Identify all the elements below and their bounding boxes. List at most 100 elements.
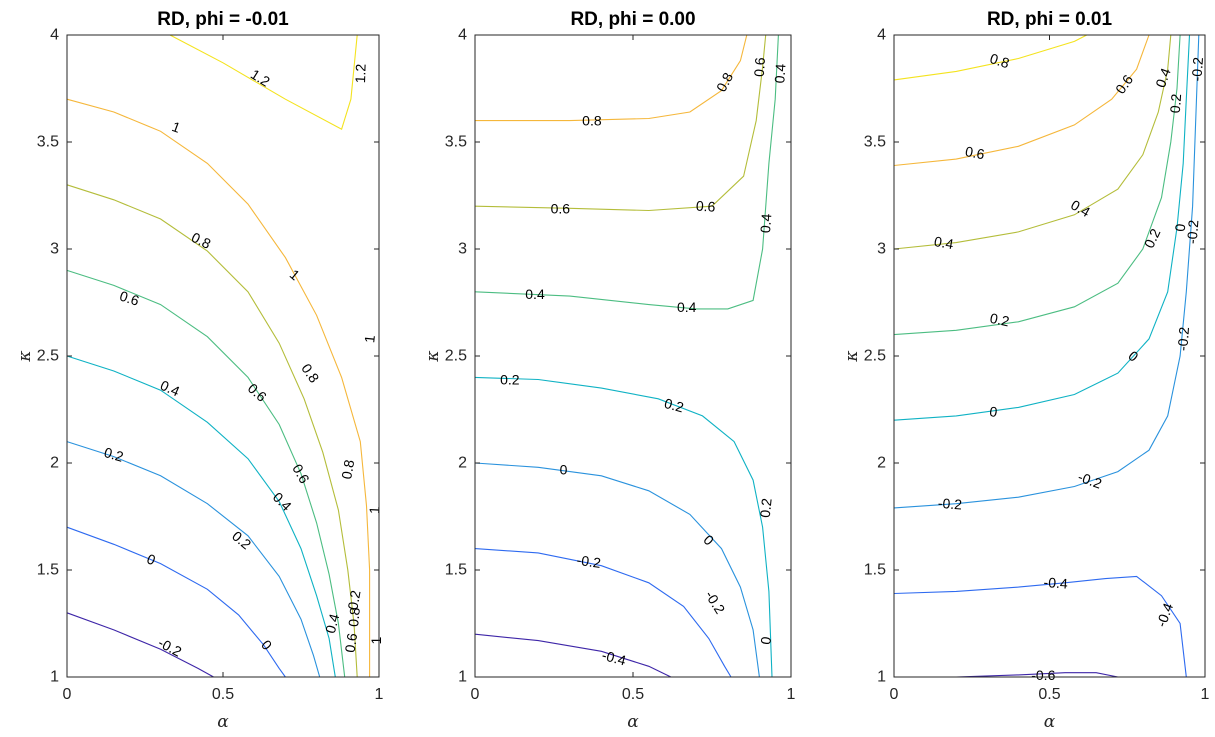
contour-label: 0.2: [663, 395, 686, 416]
contour-label: 0: [989, 403, 999, 420]
contour-label: 0.6: [695, 198, 716, 215]
contour-label: 0: [258, 637, 275, 653]
x-tick-label: 1: [787, 686, 796, 703]
contour-label: 0.6: [964, 143, 986, 162]
contour-panel-2: 0.80.80.6 0.40.6 0.60.40.40.40.20.20.2000-…: [423, 9, 796, 732]
contour-line-0.2: [893, 34, 1181, 336]
contour-label: 1: [366, 506, 382, 515]
contour-label: 0.4: [757, 213, 774, 234]
contour-label: 0: [1172, 223, 1189, 232]
contour-line--0.2: [66, 612, 214, 678]
contour-label: 0.6: [245, 380, 270, 405]
y-axis-label: κ: [15, 350, 35, 362]
contour-panel-3: 0.80.6 0.40.2-0.20.60.40.2 0-0.20.40.20-0.…: [842, 9, 1210, 732]
contour-line-0: [66, 526, 286, 678]
contour-label: 0.4: [677, 299, 697, 315]
panel-title: RD, phi = 0.01: [987, 9, 1113, 30]
y-tick-label: 3: [877, 241, 886, 258]
x-axis-label: α: [627, 712, 639, 732]
y-tick-label: 3: [458, 241, 467, 258]
y-tick-label: 4: [458, 27, 467, 44]
y-tick-label: 4: [50, 27, 59, 44]
contour-label: 0.2: [989, 310, 1012, 330]
y-axis-label: κ: [842, 350, 862, 362]
contour-line-0.8: [66, 184, 358, 678]
contour-line-0.2: [474, 376, 773, 678]
contour-label: 0.6: [118, 288, 142, 309]
contour-label: 1: [170, 118, 183, 136]
panel-title: RD, phi = -0.01: [157, 9, 289, 30]
contour-label: 0.2: [500, 372, 520, 388]
contour-line-0.8: [475, 34, 748, 122]
y-tick-label: 1: [877, 669, 886, 686]
contour-label: -0.4: [1043, 574, 1068, 592]
contour-line-0.4: [474, 34, 779, 310]
panel-title: RD, phi = 0.00: [570, 9, 695, 30]
y-tick-label: 2.5: [37, 348, 59, 365]
contour-label: 0.2: [102, 444, 125, 465]
axes-box: [66, 34, 380, 678]
contour-line-0.4: [893, 34, 1172, 250]
contour-label: 0.8: [582, 113, 602, 129]
contour-label: -0.2: [1076, 468, 1104, 491]
contour-line-1.2: [169, 34, 358, 130]
contour-label: 0.4: [1068, 197, 1093, 221]
contour-label: 0: [757, 635, 774, 645]
contour-label: 0.2: [1141, 226, 1164, 251]
contour-label: 0.6: [751, 57, 768, 78]
x-axis-label: α: [217, 712, 229, 732]
axes-box: [474, 34, 792, 678]
y-tick-label: 2: [50, 455, 59, 472]
x-tick-label: 0: [63, 686, 72, 703]
contour-line--0.2: [474, 548, 732, 678]
contour-line-1: [66, 98, 371, 677]
x-tick-label: 0.5: [622, 686, 644, 703]
y-tick-label: 1: [50, 669, 59, 686]
contour-label: 0.2: [1167, 93, 1184, 114]
contour-label: 0.4: [158, 377, 182, 400]
contour-label: 0.2: [757, 497, 775, 518]
contour-label: 0.6: [551, 200, 571, 216]
y-axis-label: κ: [423, 350, 443, 362]
contour-label: -0.2: [1174, 326, 1192, 351]
y-tick-label: 2: [458, 455, 467, 472]
contour-label: 0.4: [1152, 66, 1174, 90]
contour-panel-1: 1.2 1.2111110.80.80.80.80.60.60.60.60.40.…: [15, 9, 384, 732]
contour-label: 0.8: [189, 229, 214, 252]
y-tick-label: 2.5: [445, 348, 467, 365]
contour-line-0: [474, 462, 760, 678]
contour-line-0.6: [474, 34, 767, 212]
contour-line-0.6: [893, 34, 1150, 167]
contour-label: 1: [287, 266, 303, 283]
contour-line--0.2: [893, 34, 1200, 509]
contour-label: 1.2: [352, 63, 369, 83]
x-tick-label: 1: [1201, 686, 1210, 703]
contour-label: -0.2: [1188, 56, 1206, 81]
contour-line-0.2: [66, 441, 321, 678]
y-tick-label: 1.5: [37, 562, 59, 579]
contour-label: 0.4: [270, 489, 295, 514]
contour-line--0.6: [894, 672, 1119, 678]
contour-label: 0.8: [345, 606, 363, 627]
contour-label: 0: [145, 550, 158, 568]
contour-label: 0.2: [229, 528, 254, 553]
contour-label: 0: [700, 532, 717, 549]
y-tick-label: 3.5: [864, 134, 886, 151]
contour-line-0: [893, 34, 1191, 421]
contour-label: -0.6: [1031, 667, 1055, 683]
x-tick-label: 0.5: [1038, 686, 1060, 703]
contour-label: 0.4: [525, 286, 545, 302]
y-tick-label: 3.5: [445, 134, 467, 151]
contour-label: 0.6: [1112, 71, 1136, 96]
contour-line-0.4: [66, 355, 336, 678]
x-tick-label: 0: [890, 686, 899, 703]
contour-label: 0.4: [322, 612, 343, 635]
y-tick-label: 1.5: [864, 562, 886, 579]
y-tick-label: 2.5: [864, 348, 886, 365]
contour-label: 0.4: [933, 233, 955, 252]
y-tick-label: 1: [458, 669, 467, 686]
y-tick-label: 3: [50, 241, 59, 258]
x-tick-label: 0.5: [212, 686, 234, 703]
contour-label: 1: [361, 334, 378, 344]
